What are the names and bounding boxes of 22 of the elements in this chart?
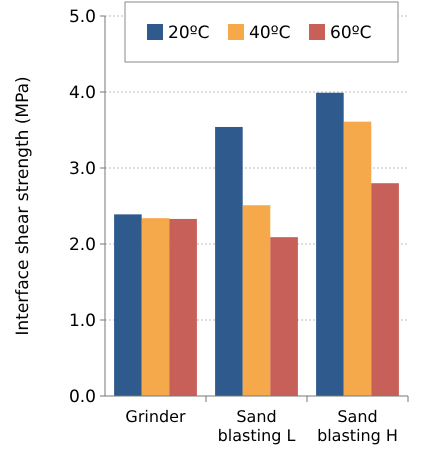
bar (270, 237, 298, 396)
legend-label: 40ºC (249, 22, 291, 43)
y-tick-label: 0.0 (68, 386, 96, 407)
legend-label: 60ºC (330, 22, 372, 43)
y-tick-label: 3.0 (68, 158, 96, 179)
bar (215, 126, 243, 396)
y-tick-label: 4.0 (68, 82, 96, 103)
x-tick-label: Grinder (125, 407, 186, 426)
x-tick-label: Sand blasting H (317, 407, 398, 445)
bar (169, 218, 197, 396)
bar (242, 205, 270, 396)
y-tick-label: 1.0 (68, 310, 96, 331)
bar (114, 214, 142, 396)
y-tick-label: 2.0 (68, 234, 96, 255)
y-tick-label: 5.0 (68, 6, 96, 27)
bar (142, 218, 170, 396)
bar (371, 183, 399, 396)
x-tick-label: Sand blasting L (218, 407, 296, 445)
bar (316, 92, 344, 396)
y-axis-title: Interface shear strength (MPa) (13, 76, 33, 336)
legend-label: 20ºC (168, 22, 210, 43)
bar (344, 122, 372, 396)
